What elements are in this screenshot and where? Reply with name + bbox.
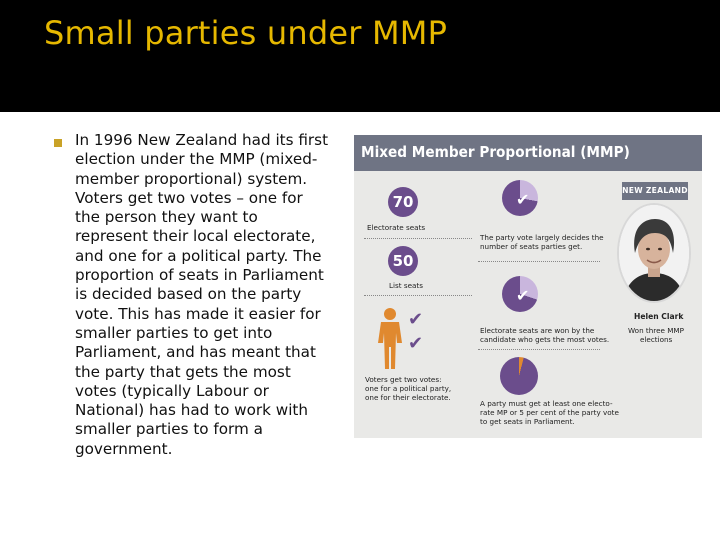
body-paragraph: In 1996 New Zealand had its first electi… (75, 131, 360, 459)
body-line: In 1996 New Zealand had its first (75, 131, 329, 149)
portrait-photo (619, 205, 689, 301)
bullet-marker (54, 139, 62, 147)
check-icon: ✔ (408, 333, 424, 354)
party-vote-pie (502, 180, 538, 216)
body-line: proportion of seats in Parliament (75, 266, 324, 285)
body-line: smaller parties to get into (75, 323, 273, 342)
electorate-seats-label: Electorate seats (367, 223, 426, 232)
check-icon: ✔ (408, 309, 424, 330)
divider (478, 349, 600, 350)
check-icon: ✔ (516, 286, 530, 305)
body-line: member proportional) system. (75, 169, 308, 188)
body-line: is decided based on the party (75, 285, 302, 304)
voters-caption-2: one for a political party, (365, 384, 452, 393)
pie3-caption-2: rate MP or 5 per cent of the party vote (480, 408, 619, 417)
list-seats-count: 50 (388, 246, 418, 276)
body-line: Parliament, and has meant that (75, 343, 316, 362)
electorate-seats-count: 70 (388, 187, 418, 217)
infographic-header: Mixed Member Proportional (MMP) (354, 135, 702, 171)
body-line: and one for a political party. The (75, 246, 322, 265)
voter-person-icon (378, 308, 402, 369)
body-line: votes (typically Labour or (75, 381, 269, 400)
divider (364, 238, 472, 239)
body-line: National) has had to work with (75, 401, 308, 420)
body-line: election under the MMP (mixed- (75, 150, 318, 169)
person-name: Helen Clark (634, 312, 684, 321)
body-line: smaller parties to form a (75, 420, 263, 439)
pie2-caption-2: candidate who gets the most votes. (480, 335, 610, 344)
voters-caption-3: one for their electorate. (365, 393, 451, 402)
voters-caption-1: Voters get two votes: (365, 375, 442, 384)
body-line: government. (75, 439, 173, 458)
title-bar: Small parties under MMP (0, 0, 720, 112)
body-line: Voters get two votes – one for (75, 188, 303, 207)
pie1-caption-1: The party vote largely decides the (480, 233, 604, 242)
list-seats-label: List seats (389, 281, 423, 290)
pie3-caption-1: A party must get at least one electo- (480, 399, 613, 408)
pie3-caption-3: to get seats in Parliament. (480, 417, 575, 426)
electorate-pie (502, 276, 538, 312)
threshold-pie (500, 357, 538, 395)
divider (364, 295, 472, 296)
person-caption-2: elections (640, 335, 673, 344)
pie1-caption-2: number of seats parties get. (480, 242, 583, 251)
person-portrait-icon (619, 205, 689, 301)
infographic-title: Mixed Member Proportional (MMP) (361, 143, 630, 161)
check-icon: ✔ (516, 190, 530, 209)
pie2-caption-1: Electorate seats are won by the (480, 326, 595, 335)
body-line: the party that gets the most (75, 362, 291, 381)
body-line: represent their local electorate, (75, 227, 316, 246)
person-caption-1: Won three MMP (628, 326, 684, 335)
country-tag: NEW ZEALAND (622, 182, 688, 200)
body-line: vote. This has made it easier for (75, 304, 321, 323)
slide-title: Small parties under MMP (44, 14, 448, 52)
body-line: the person they want to (75, 208, 258, 227)
divider (478, 261, 600, 262)
mmp-infographic: Mixed Member Proportional (MMP) 70 Elect… (354, 135, 702, 438)
